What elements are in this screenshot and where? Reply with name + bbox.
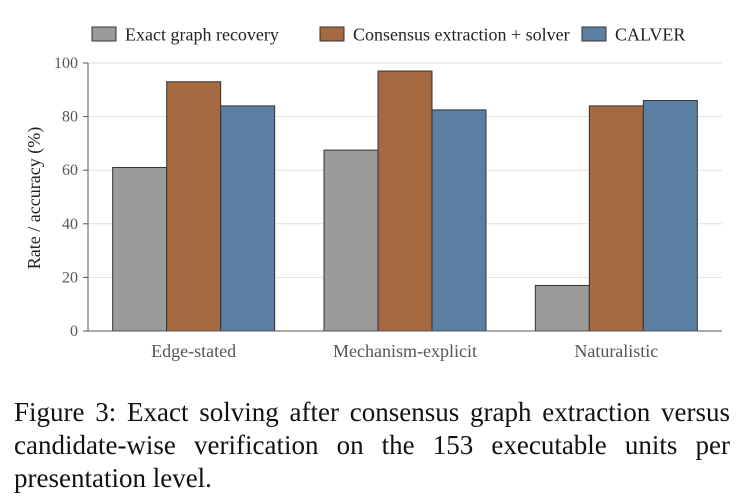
x-category-label: Naturalistic xyxy=(574,341,658,361)
bar-edge-stated-calver xyxy=(220,105,276,332)
bar-naturalistic-calver xyxy=(642,100,698,332)
legend-label: CALVER xyxy=(615,25,685,45)
figure: Exact graph recovery Consensus extraction… xyxy=(24,25,722,361)
figure-caption: Figure 3: Exact solving after consensus … xyxy=(14,397,730,493)
legend-label: Exact graph recovery xyxy=(125,25,279,45)
x-category-label: Mechanism-explicit xyxy=(333,341,477,361)
legend-label: Consensus extraction + solver xyxy=(353,25,570,45)
bar-mechanism-explicit-exact-graph-recovery xyxy=(323,149,379,332)
bar-naturalistic-consensus-extraction-solver xyxy=(588,105,644,332)
bar-edge-stated-consensus-extraction-solver xyxy=(166,81,222,332)
legend: Exact graph recovery Consensus extraction… xyxy=(91,25,685,45)
y-axis-title: Rate / accuracy (%) xyxy=(24,127,45,269)
bar-edge-stated-exact-graph-recovery xyxy=(112,167,168,332)
legend-swatch xyxy=(319,26,345,42)
x-category-labels: Edge-stated Mechanism-explicit Naturalisti… xyxy=(151,341,658,361)
bar-naturalistic-exact-graph-recovery xyxy=(534,284,590,332)
legend-swatch xyxy=(581,26,607,42)
y-tick-label-100: 100 xyxy=(54,55,78,72)
bar-mechanism-explicit-calver xyxy=(431,109,487,332)
bar-chart: Exact graph recovery Consensus extraction… xyxy=(24,25,722,361)
y-tick-label-80: 80 xyxy=(62,109,78,126)
y-tick-label-0: 0 xyxy=(70,323,78,340)
y-tick-label-40: 40 xyxy=(62,216,78,233)
x-category-label: Edge-stated xyxy=(151,341,236,361)
axes xyxy=(83,62,722,332)
y-tick-labels: 0 20 40 60 80 100 xyxy=(54,55,78,340)
y-tick-label-20: 20 xyxy=(62,269,78,286)
bar-mechanism-explicit-consensus-extraction-solver xyxy=(377,70,433,332)
legend-swatch xyxy=(91,26,117,42)
bars xyxy=(112,70,698,332)
y-tick-label-60: 60 xyxy=(62,162,78,179)
